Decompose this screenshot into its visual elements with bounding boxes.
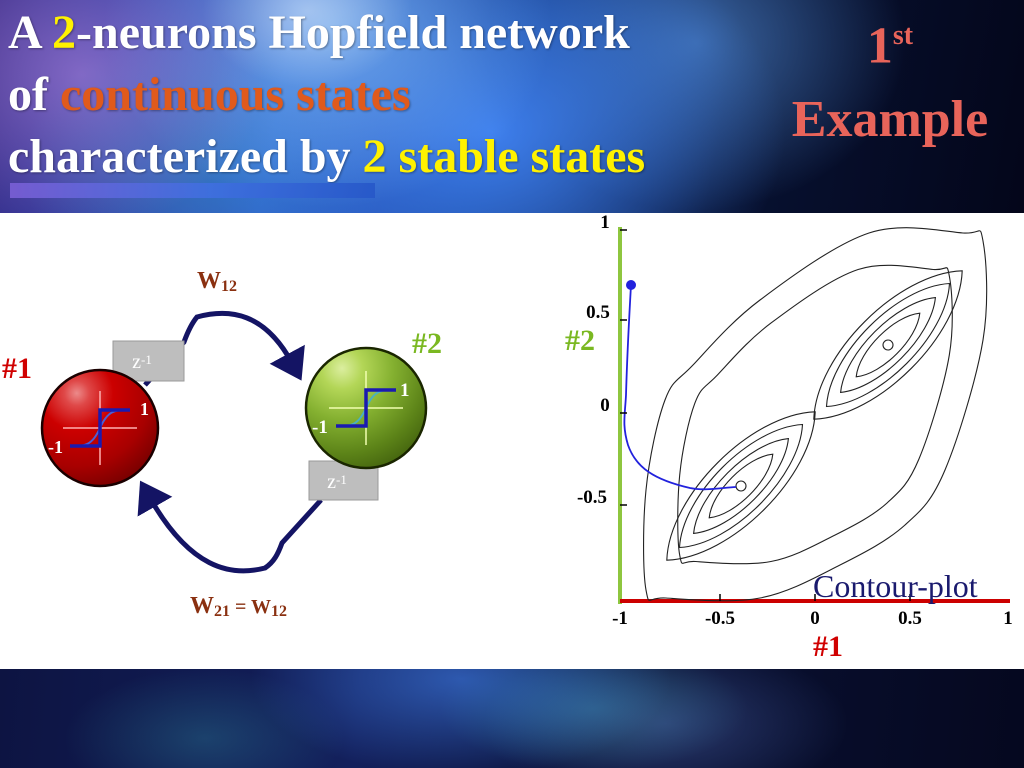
svg-text:-1: -1 — [612, 608, 628, 629]
svg-text:0: 0 — [810, 608, 820, 629]
svg-text:-0.5: -0.5 — [577, 487, 607, 508]
svg-text:-0.5: -0.5 — [705, 608, 735, 629]
svg-text:0.5: 0.5 — [586, 302, 610, 323]
svg-text:1: 1 — [600, 213, 610, 233]
svg-text:1: 1 — [1003, 608, 1013, 629]
svg-text:Contour-plot: Contour-plot — [813, 568, 978, 604]
svg-text:#1: #1 — [813, 630, 843, 663]
svg-text:#2: #2 — [565, 324, 595, 357]
svg-text:0.5: 0.5 — [898, 608, 922, 629]
svg-text:0: 0 — [600, 395, 610, 416]
